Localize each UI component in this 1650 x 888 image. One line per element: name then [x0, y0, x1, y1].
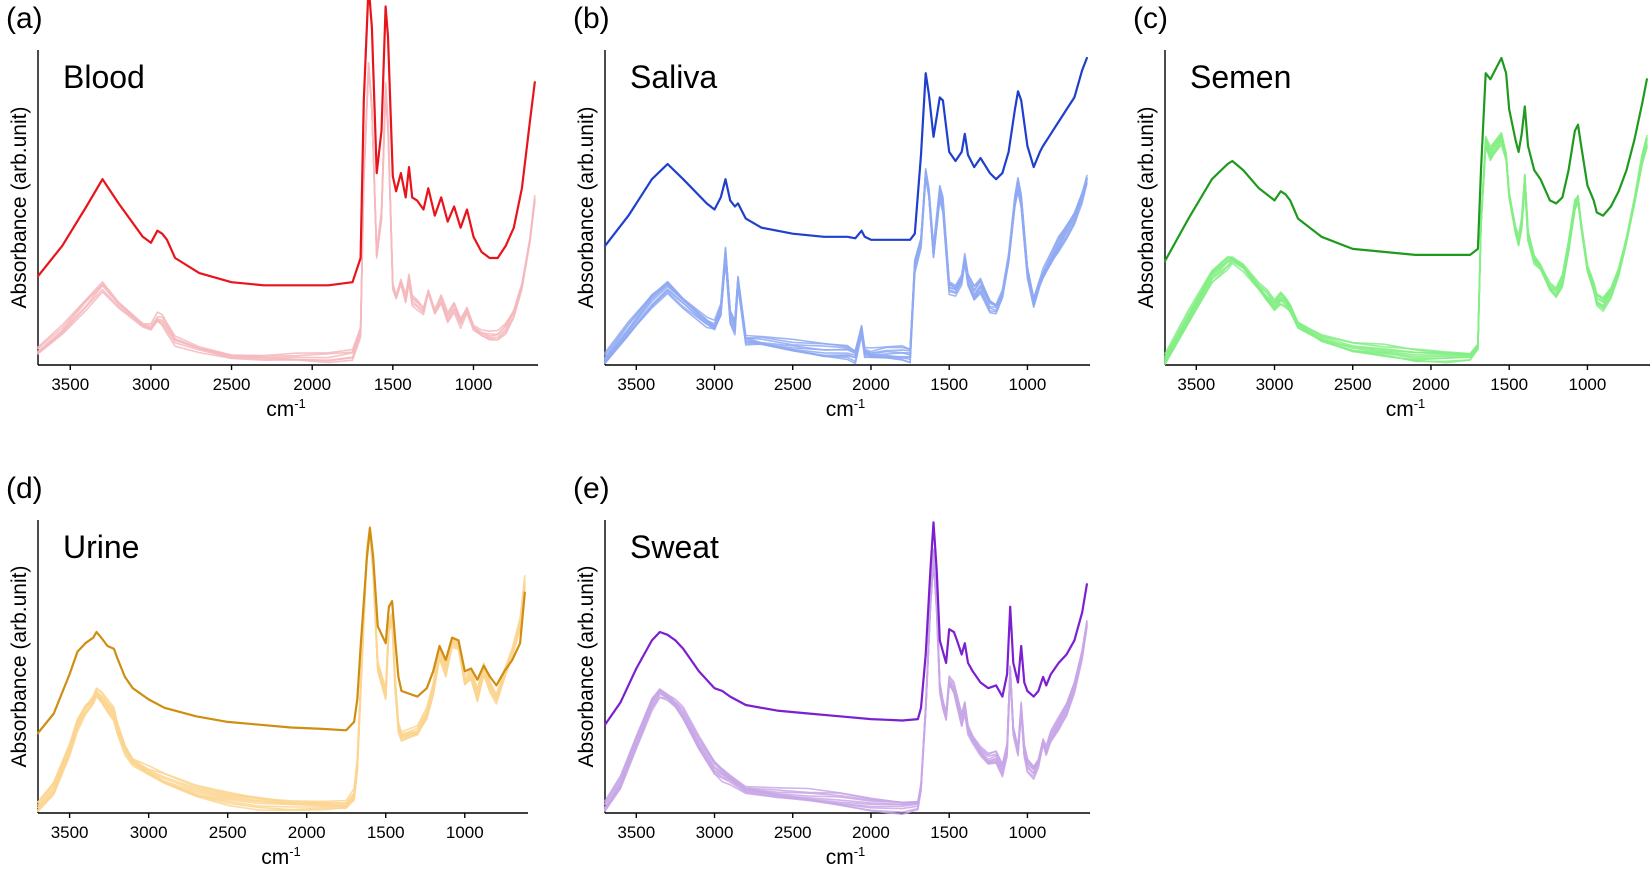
replicate-spectrum-line — [604, 558, 1088, 813]
replicate-spectrum-line — [1164, 134, 1648, 360]
x-tick-label: 3000 — [132, 375, 170, 394]
sample-title: Saliva — [630, 59, 717, 95]
x-tick-label: 1500 — [367, 823, 405, 842]
replicate-spectrum-line — [604, 556, 1088, 811]
panel-letter: (d) — [6, 472, 43, 505]
x-tick-label: 2500 — [213, 375, 251, 394]
replicate-spectrum-line — [37, 526, 526, 804]
replicate-spectrum-line — [1164, 138, 1648, 364]
x-tick-label: 3000 — [1256, 375, 1294, 394]
replicate-spectrum-line — [604, 167, 1088, 354]
replicate-spectrum-line — [604, 548, 1088, 804]
replicate-spectrum-line — [604, 560, 1088, 816]
panel-letter: (c) — [1133, 2, 1168, 35]
replicate-spectrum-line — [37, 62, 536, 357]
x-tick-label: 2000 — [288, 823, 326, 842]
replicate-spectrum-line — [1164, 136, 1648, 363]
replicate-spectrum-line — [1164, 133, 1648, 358]
replicate-spectrum-line — [1164, 132, 1648, 356]
replicate-spectrum-line — [37, 529, 526, 813]
x-tick-label: 2500 — [209, 823, 247, 842]
replicate-spectrum-line — [37, 525, 526, 809]
x-tick-label: 1500 — [374, 375, 412, 394]
y-axis-label: Absorbance (arb.unit) — [8, 566, 31, 768]
replicate-spectrum-line — [37, 533, 526, 812]
replicate-spectrum-line — [37, 526, 526, 811]
panel-urine: (d) Absorbance (arb.unit) 3500 3000 2500 2000… — [6, 472, 528, 869]
replicate-spectrum-line — [1164, 139, 1648, 363]
mean-spectrum-line — [36, 0, 536, 287]
panel-letter: (b) — [573, 2, 610, 35]
sample-title: Sweat — [630, 529, 719, 565]
replicate-spectrum-line — [37, 528, 526, 812]
sample-title: Blood — [63, 59, 145, 95]
panel-letter: (a) — [6, 2, 43, 35]
x-tick-label: 1000 — [1569, 375, 1607, 394]
sample-title: Urine — [63, 529, 139, 565]
x-axis-label: cm-1 — [266, 396, 306, 421]
mean-spectrum-line — [1163, 56, 1648, 263]
panel-letter: (e) — [573, 472, 610, 505]
panel-saliva: (b) Absorbance (arb.unit) 3500 3000 2500 2000… — [573, 2, 1090, 421]
replicate-spectrum-line — [37, 526, 526, 803]
x-tick-label: 3000 — [130, 823, 168, 842]
x-tick-label: 3500 — [51, 823, 89, 842]
replicate-spectrum-line — [604, 558, 1088, 810]
panel-semen: (c) Absorbance (arb.unit) 3500 3000 2500 2000… — [1133, 2, 1650, 421]
mean-spectrum-line — [36, 526, 526, 735]
replicate-spectrum-line — [37, 527, 526, 809]
x-tick-label: 1000 — [446, 823, 484, 842]
mean-spectrum-line — [603, 56, 1088, 247]
x-tick-label: 1500 — [930, 823, 968, 842]
replicate-spectrum-line — [1164, 133, 1648, 358]
replicate-spectrum-line — [37, 62, 536, 359]
x-tick-label: 1000 — [1009, 375, 1047, 394]
y-axis-label: Absorbance (arb.unit) — [575, 107, 598, 309]
x-axis-label: cm-1 — [826, 396, 866, 421]
sample-title: Semen — [1190, 59, 1291, 95]
x-tick-label: 2000 — [852, 375, 890, 394]
x-tick-label: 1000 — [455, 375, 493, 394]
x-tick-label: 3500 — [51, 375, 89, 394]
x-axis-label: cm-1 — [1386, 396, 1426, 421]
x-tick-label: 2500 — [774, 823, 812, 842]
panel-sweat: (e) Absorbance (arb.unit) 3500 3000 2500 2000… — [573, 472, 1090, 869]
replicate-spectrum-line — [604, 549, 1088, 805]
x-tick-label: 3500 — [617, 823, 655, 842]
x-tick-label: 3500 — [617, 375, 655, 394]
x-axis-label: cm-1 — [826, 844, 866, 869]
x-tick-label: 2500 — [774, 375, 812, 394]
x-tick-label: 3000 — [696, 823, 734, 842]
replicate-spectrum-line — [1164, 135, 1648, 362]
x-tick-label: 2000 — [293, 375, 331, 394]
replicate-spectrum-line — [37, 62, 536, 358]
x-tick-label: 1500 — [930, 375, 968, 394]
replicate-spectrum-line — [37, 531, 526, 812]
x-tick-label: 2000 — [852, 823, 890, 842]
replicate-spectrum-line — [604, 552, 1088, 809]
replicate-spectrum-line — [604, 559, 1088, 811]
x-tick-label: 2000 — [1412, 375, 1450, 394]
mean-spectrum-line — [603, 521, 1088, 726]
x-axis-label: cm-1 — [261, 844, 301, 869]
replicate-spectrum-line — [37, 62, 536, 361]
panel-blood: (a) Absorbance (arb.unit) 3500 3000 2500 2000… — [6, 0, 538, 421]
x-tick-label: 3000 — [696, 375, 734, 394]
replicate-spectrum-line — [37, 525, 526, 806]
y-axis-label: Absorbance (arb.unit) — [1135, 107, 1158, 309]
replicate-spectrum-line — [604, 550, 1088, 805]
x-tick-label: 3500 — [1177, 375, 1215, 394]
y-axis-label: Absorbance (arb.unit) — [575, 566, 598, 768]
x-tick-label: 2500 — [1334, 375, 1372, 394]
y-axis-label: Absorbance (arb.unit) — [8, 107, 31, 309]
x-tick-label: 1500 — [1490, 375, 1528, 394]
x-tick-label: 1000 — [1009, 823, 1047, 842]
replicate-spectrum-line — [604, 553, 1088, 810]
